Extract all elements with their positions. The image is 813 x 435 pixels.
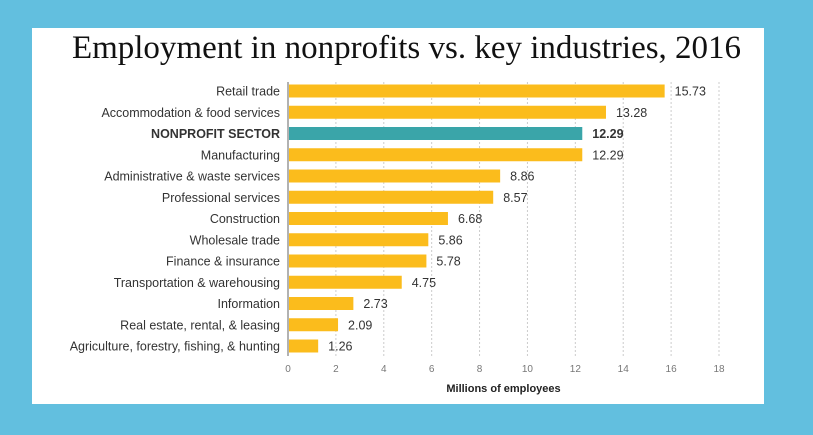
bar (289, 275, 402, 289)
data-label: 4.75 (412, 276, 436, 290)
data-label: 6.68 (458, 212, 482, 226)
data-label: 15.73 (675, 85, 706, 99)
category-label: Real estate, rental, & leasing (120, 318, 280, 332)
data-label: 13.28 (616, 106, 647, 120)
bar (289, 297, 354, 310)
data-label: 5.86 (438, 233, 462, 247)
x-tick-label: 6 (429, 364, 435, 375)
x-tick-label: 8 (477, 364, 483, 375)
x-tick-label: 14 (618, 364, 630, 375)
category-label: Transportation & warehousing (114, 276, 280, 290)
x-tick-label: 0 (285, 364, 291, 375)
category-label: Information (217, 297, 280, 311)
x-tick-label: 18 (713, 364, 725, 375)
x-tick-label: 16 (666, 364, 678, 375)
x-tick-label: 2 (333, 364, 339, 375)
bar (289, 169, 501, 183)
data-label: 8.57 (503, 191, 527, 205)
x-tick-label: 12 (570, 364, 582, 375)
bar (289, 84, 665, 98)
category-label: Agriculture, forestry, fishing, & huntin… (70, 340, 280, 354)
bar (289, 318, 339, 332)
data-label: 2.09 (348, 318, 372, 332)
bar (289, 233, 429, 247)
bar (289, 339, 319, 353)
category-label: Finance & insurance (166, 255, 280, 269)
category-label: Professional services (162, 191, 280, 205)
data-label: 1.26 (328, 340, 352, 354)
category-label: Manufacturing (201, 148, 280, 162)
category-label: Accommodation & food services (101, 106, 280, 120)
category-label: NONPROFIT SECTOR (151, 127, 280, 141)
x-axis-title: Millions of employees (446, 383, 560, 395)
bar (289, 127, 583, 140)
data-label: 12.29 (592, 127, 623, 141)
x-tick-label: 4 (381, 364, 387, 375)
data-label: 8.86 (510, 170, 534, 184)
data-label: 5.78 (436, 255, 460, 269)
data-label: 12.29 (592, 148, 623, 162)
bar (289, 190, 494, 204)
category-label: Wholesale trade (190, 233, 280, 247)
chart-title: Employment in nonprofits vs. key industr… (71, 30, 742, 66)
bar (289, 148, 583, 162)
bar (289, 254, 427, 268)
category-label: Retail trade (216, 85, 280, 99)
category-label: Administrative & waste services (104, 170, 280, 184)
bar (289, 212, 448, 225)
category-label: Construction (210, 212, 280, 226)
x-tick-label: 10 (522, 364, 534, 375)
data-label: 2.73 (363, 297, 387, 311)
bar (289, 105, 606, 119)
